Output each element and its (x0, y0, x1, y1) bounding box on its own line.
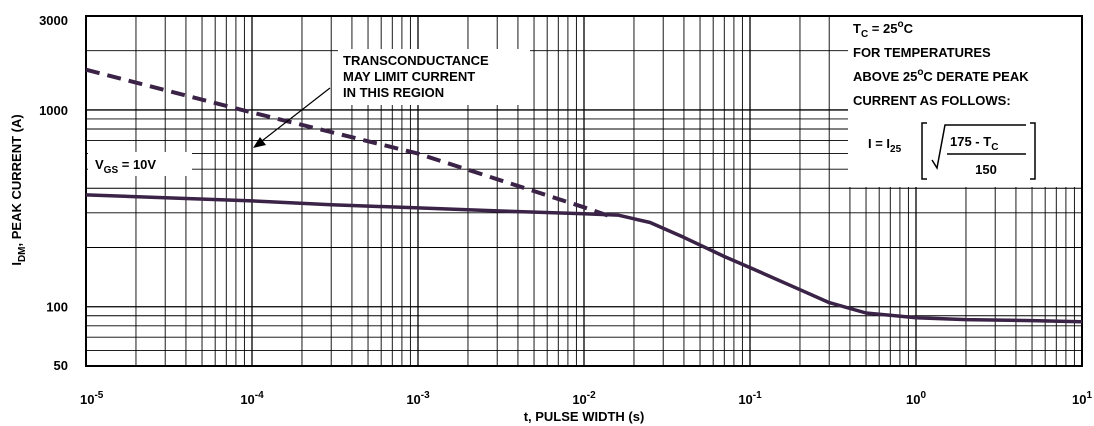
vgs-label: VGS = 10V (95, 157, 156, 176)
sqrt-sign (931, 124, 1026, 171)
plot-frame (85, 15, 1083, 367)
y-axis-label: IDM, PEAK CURRENT (A) (9, 114, 28, 265)
left-bracket (921, 122, 927, 180)
x-axis-label: t, PULSE WIDTH (s) (524, 409, 645, 424)
derate-note-bg (848, 17, 1081, 187)
y-tick-label: 50 (54, 358, 68, 373)
x-tick-label: 10-1 (738, 390, 762, 407)
x-tick-label: 101 (1072, 390, 1092, 407)
formula-numerator: 175 - TC (950, 134, 998, 153)
y-tick-label: 1000 (39, 103, 68, 118)
x-tick-label: 10-4 (240, 390, 264, 407)
series-lines (85, 67, 1083, 324)
transconductance-note-bg (338, 49, 530, 105)
vgs-label-bg (88, 152, 192, 176)
x-tick-label: 100 (906, 390, 926, 407)
formula-lhs: I = I25 (868, 136, 902, 155)
formula-denominator: 150 (975, 162, 997, 177)
right-bracket (1030, 122, 1036, 180)
peak-current-curve (85, 193, 1083, 324)
derate-formula: I = I25 175 - TC 150 (868, 122, 1036, 180)
transconductance-note: TRANSCONDUCTANCE MAY LIMIT CURRENT IN TH… (343, 53, 492, 100)
derate-note: TC = 25oC FOR TEMPERATURES ABOVE 25oC DE… (853, 19, 1032, 108)
x-tick-label: 10-3 (406, 390, 430, 407)
y-tick-label: 3000 (39, 13, 68, 28)
x-tick-labels: 10-5 10-4 10-3 10-2 10-1 100 101 (80, 390, 1092, 407)
x-tick-label: 10-2 (572, 390, 596, 407)
x-tick-label: 10-5 (80, 390, 104, 407)
y-tick-label: 100 (46, 300, 68, 315)
y-tick-labels: 3000 1000 100 50 (39, 13, 68, 373)
transconductance-arrow-shaft (257, 87, 331, 145)
transconductance-arrowhead (253, 137, 266, 148)
transconductance-limit-line (85, 67, 609, 218)
